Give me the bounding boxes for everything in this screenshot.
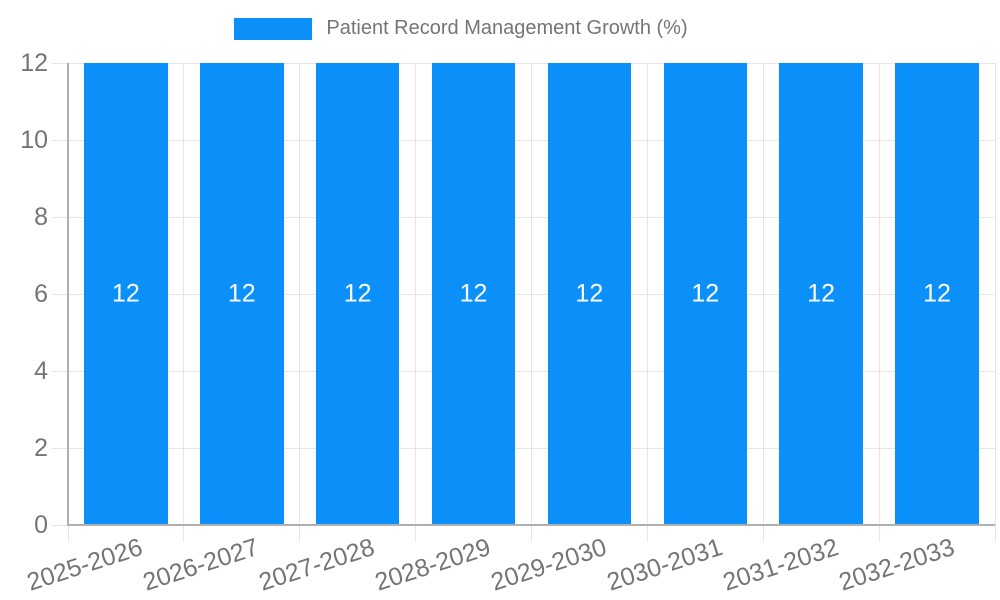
y-axis-tick xyxy=(52,216,68,218)
gridline-vertical xyxy=(531,63,532,525)
x-axis-tick xyxy=(531,525,532,542)
gridline-vertical xyxy=(299,63,301,525)
bar-value-label: 12 xyxy=(459,279,488,308)
bar-value-label: 12 xyxy=(923,279,951,308)
x-axis-tick-label: 2032-2033 xyxy=(835,533,958,597)
x-axis-tick xyxy=(878,525,880,542)
y-axis-tick-label: 2 xyxy=(34,434,48,462)
x-axis-tick xyxy=(67,525,69,542)
y-axis-tick xyxy=(52,524,68,526)
x-axis-tick-label: 2031-2032 xyxy=(719,533,842,597)
gridline-vertical xyxy=(762,63,764,525)
bar-2029-2030[interactable]: 12 xyxy=(547,63,632,525)
y-axis-tick-label: 10 xyxy=(20,126,48,154)
legend-swatch xyxy=(234,17,313,40)
bar-value-label: 12 xyxy=(575,279,604,308)
y-axis-tick xyxy=(52,293,68,295)
y-axis-tick-label: 4 xyxy=(34,357,48,385)
gridline-vertical xyxy=(994,63,996,525)
x-axis-tick-label: 2029-2030 xyxy=(487,533,610,597)
y-axis-tick-label: 0 xyxy=(34,511,48,539)
bar-2030-2031[interactable]: 12 xyxy=(663,63,748,525)
x-axis-tick-label: 2027-2028 xyxy=(255,533,379,597)
bar-value-label: 12 xyxy=(691,279,720,308)
x-axis-tick xyxy=(762,525,764,542)
y-axis-tick-label: 8 xyxy=(34,203,48,231)
y-axis-line xyxy=(67,63,69,525)
x-axis-tick-label: 2030-2031 xyxy=(603,533,726,597)
bar-value-label: 12 xyxy=(343,279,372,308)
bar-2027-2028[interactable]: 12 xyxy=(315,63,400,525)
bar-value-label: 12 xyxy=(807,279,836,308)
y-axis-tick xyxy=(52,370,68,372)
bar-2032-2033[interactable]: 12 xyxy=(895,63,979,525)
gridline-vertical xyxy=(183,63,185,525)
x-axis-tick xyxy=(994,525,996,542)
gridline-vertical xyxy=(646,63,648,525)
bar-2025-2026[interactable]: 12 xyxy=(84,63,168,525)
gridline-vertical xyxy=(878,63,880,525)
bar-value-label: 12 xyxy=(227,279,256,308)
x-axis-tick-label: 2025-2026 xyxy=(23,533,147,597)
bar-2028-2029[interactable]: 12 xyxy=(431,63,516,525)
x-axis-tick xyxy=(646,525,648,542)
plot-area: 0 2 4 6 8 10 12 12 2025-2026 12 2026-2027 12 2027-20… xyxy=(20,50,996,597)
chart-legend: Patient Record Management Growth (%) xyxy=(0,17,961,40)
y-axis-tick xyxy=(52,139,68,141)
bar-2026-2027[interactable]: 12 xyxy=(200,63,284,525)
bar-value-label: 12 xyxy=(112,279,140,308)
x-axis-baseline xyxy=(67,524,995,526)
x-axis-tick xyxy=(415,525,417,542)
x-axis-tick-label: 2028-2029 xyxy=(371,533,494,597)
gridline-vertical xyxy=(415,63,417,525)
y-axis-tick-label: 6 xyxy=(34,280,48,308)
x-axis-tick xyxy=(299,525,301,542)
chart-title: Patient Record Management Growth (%) xyxy=(326,17,688,39)
bar-2031-2032[interactable]: 12 xyxy=(779,63,863,525)
y-axis-tick-label: 12 xyxy=(20,49,48,77)
y-axis-tick xyxy=(52,62,68,64)
x-axis-tick-label: 2026-2027 xyxy=(139,533,263,597)
y-axis-tick xyxy=(52,447,68,449)
x-axis-tick xyxy=(183,525,185,542)
